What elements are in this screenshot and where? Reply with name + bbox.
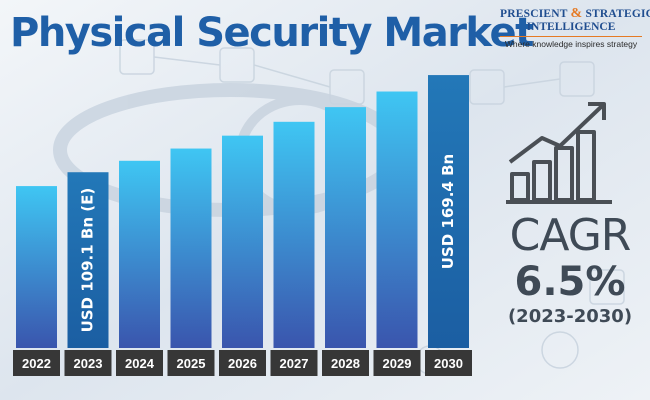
bar-2022 (16, 186, 57, 348)
category-label-2029: 2029 (383, 356, 412, 371)
category-label-2028: 2028 (331, 356, 360, 371)
category-label-bg-2030 (425, 350, 472, 376)
category-labels-group: 2022 2023 2024 2025 2026 2027 2028 2029 2030 (13, 350, 472, 376)
category-label-2026: 2026 (228, 356, 257, 371)
category-label-bg-2027 (270, 350, 318, 376)
logo-word-strategic: STRATEGIC (585, 8, 650, 20)
category-label-2022: 2022 (22, 356, 51, 371)
category-label-2024: 2024 (125, 356, 155, 371)
category-label-bg-2026 (219, 350, 266, 376)
category-label-2025: 2025 (177, 356, 206, 371)
cagr-label: CAGR (509, 210, 632, 261)
category-label-bg-2024 (116, 350, 163, 376)
page-title: Physical Security Market (10, 10, 534, 56)
cagr-period: (2023-2030) (507, 306, 633, 327)
network-icons (119, 39, 625, 375)
bar-2027 (273, 121, 315, 348)
bar-2028 (325, 107, 366, 348)
bars-group (16, 75, 469, 349)
bar-2029 (376, 91, 418, 348)
value-label-2023: USD 109.1 Bn (E) (79, 188, 97, 333)
category-label-bg-2029 (373, 350, 421, 376)
bar-2025 (170, 148, 212, 348)
category-label-bg-2028 (322, 350, 369, 376)
logo-ampersand: & (570, 6, 583, 21)
category-label-bg-2025 (167, 350, 215, 376)
cagr-value: 6.5% (514, 259, 626, 305)
value-label-2030: USD 169.4 Bn (439, 154, 457, 269)
bar-chart-growth-arrow-icon (506, 102, 612, 204)
category-label-2023: 2023 (74, 356, 103, 371)
category-label-2030: 2030 (434, 356, 463, 371)
company-logo: PRESCIENT & STRATEGIC INTELLIGENCE Where… (500, 6, 650, 49)
logo-wordmark-line1: PRESCIENT & STRATEGIC (500, 6, 650, 22)
category-label-bg-2023 (64, 350, 112, 376)
value-annotations-group: USD 109.1 Bn (E) USD 169.4 Bn (79, 154, 458, 333)
bar-2024 (119, 160, 160, 348)
category-label-2027: 2027 (280, 356, 309, 371)
logo-tagline: Where knowledge inspires strategy (500, 36, 642, 49)
bar-2023 (67, 172, 109, 348)
bar-2026 (222, 135, 263, 348)
logo-word-intelligence: INTELLIGENCE (526, 21, 616, 33)
logo-word-prescient: PRESCIENT (500, 8, 568, 20)
bar-2030 (428, 75, 469, 349)
category-label-bg-2022 (13, 350, 60, 376)
